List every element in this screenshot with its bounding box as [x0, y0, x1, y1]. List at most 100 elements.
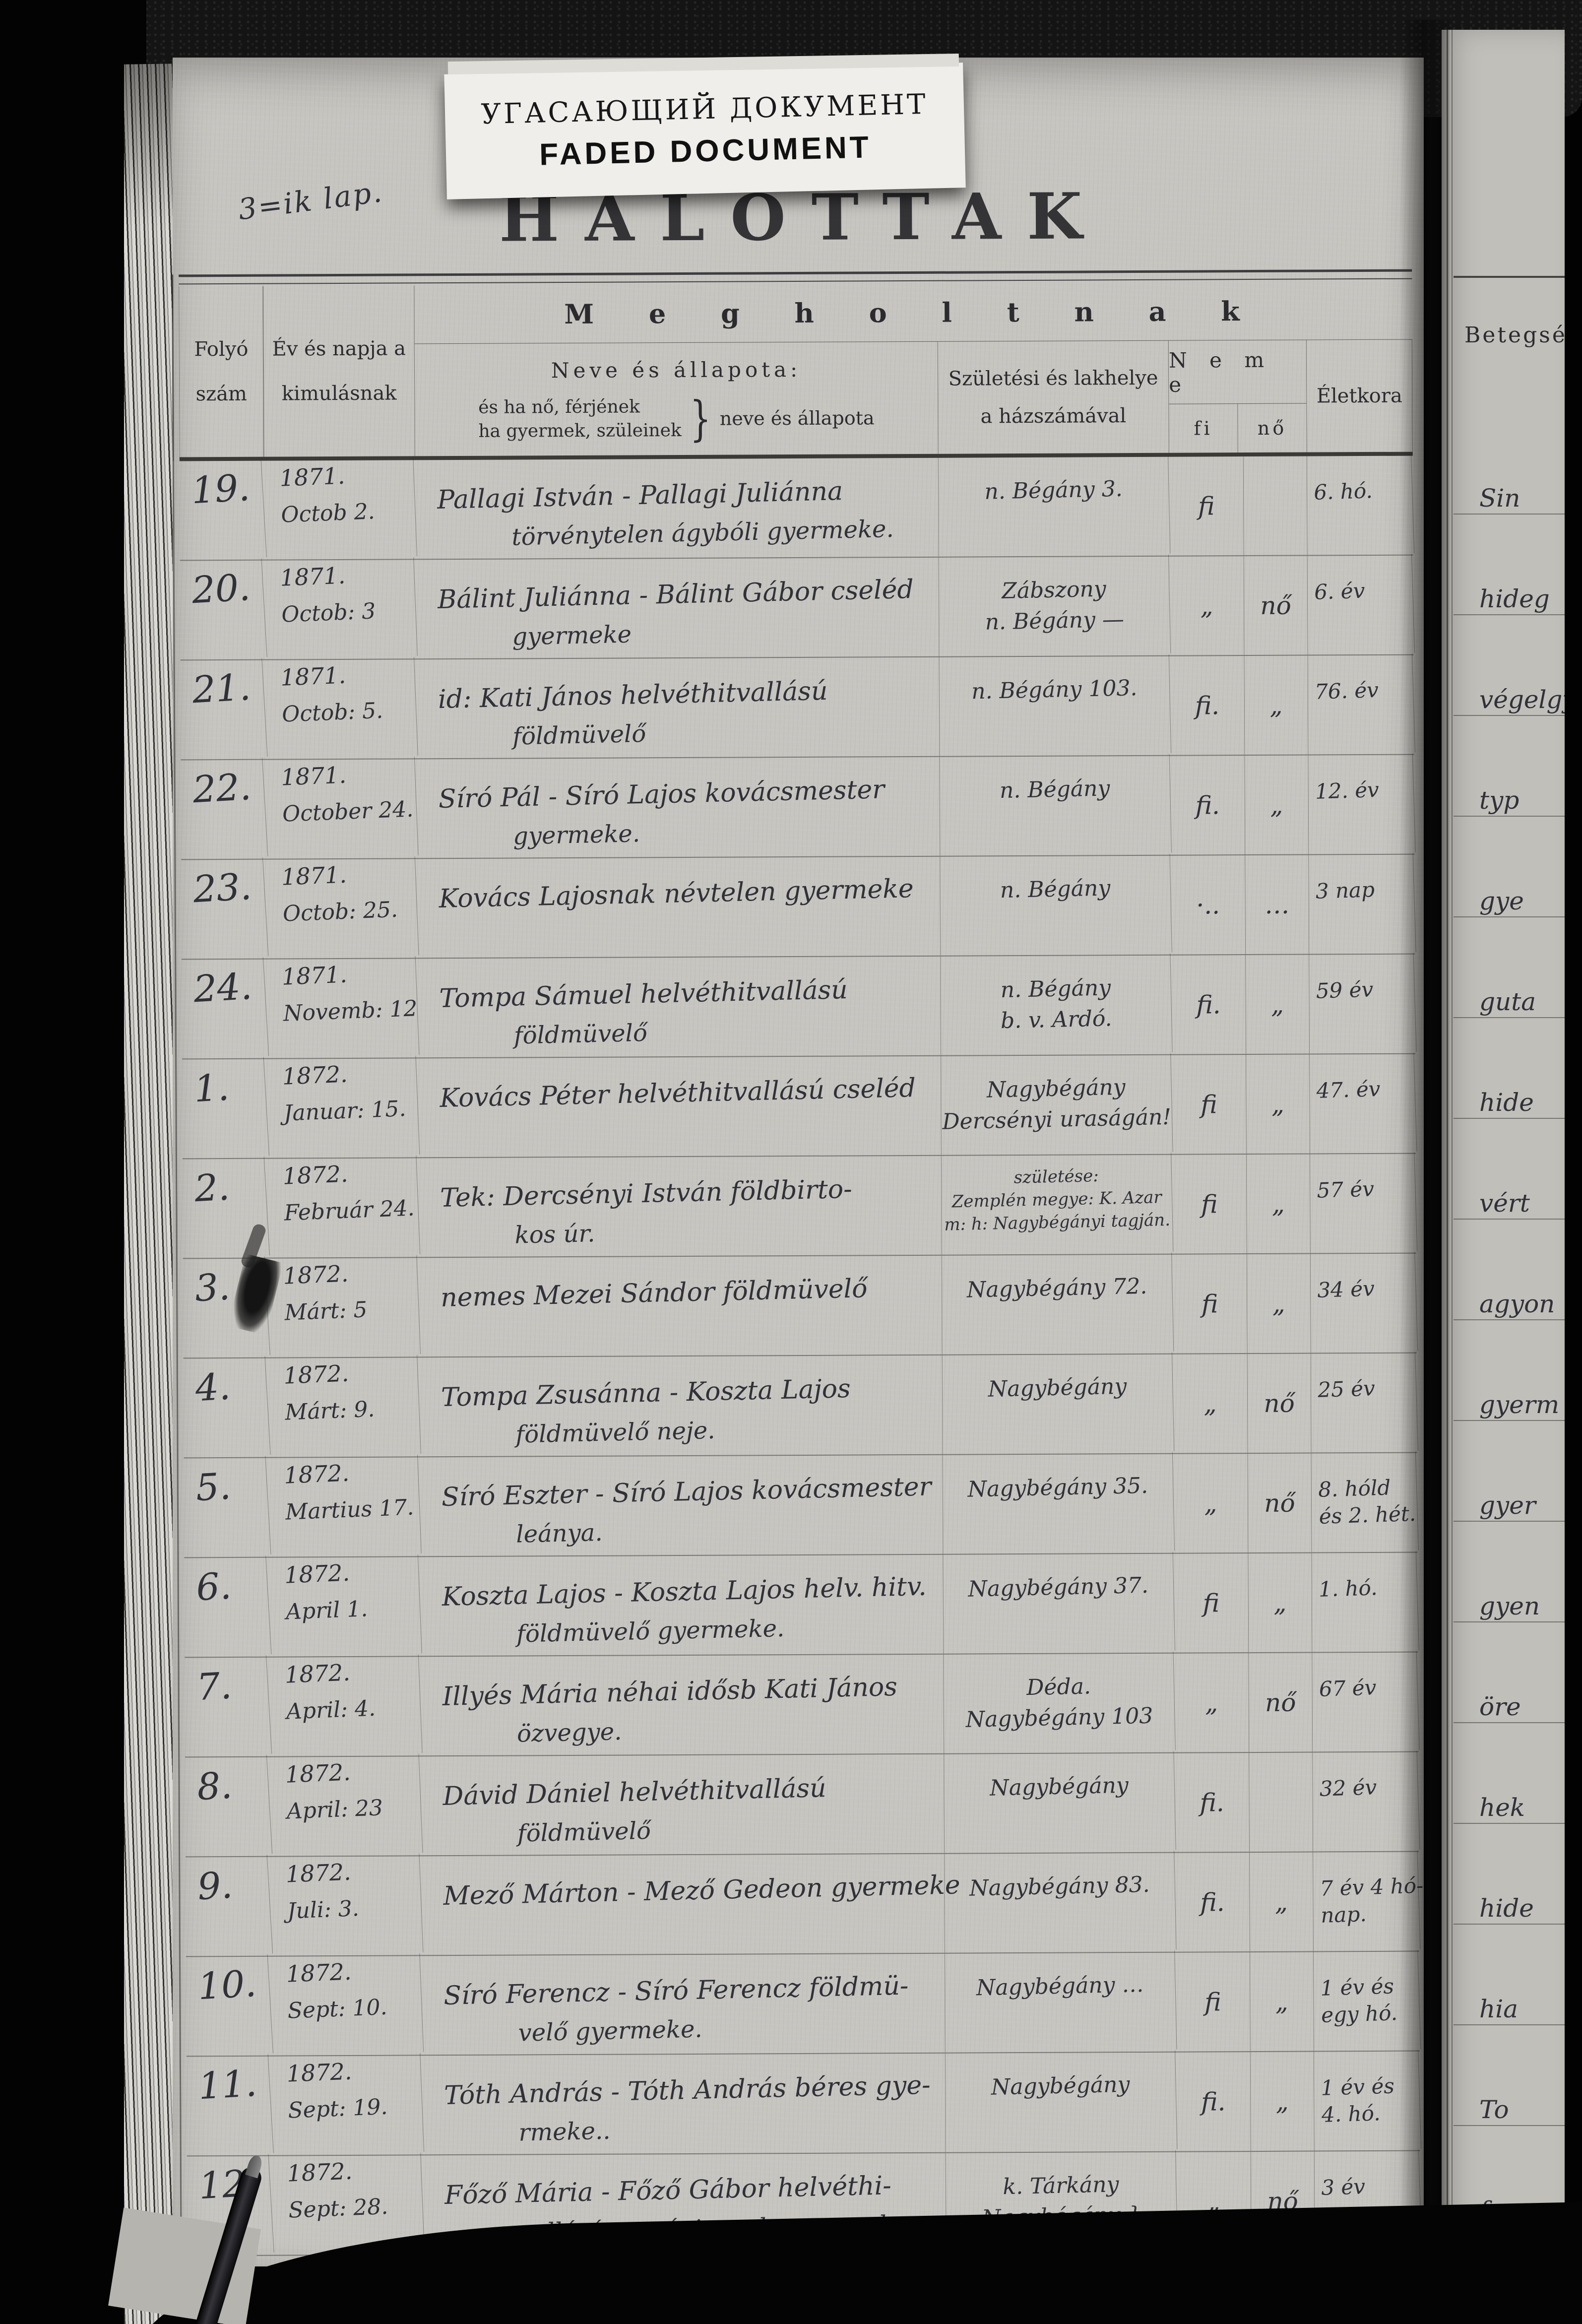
table-row: 7. 1872. April: 4. Illyés Mária néhai idősb… — [182, 1651, 1420, 1759]
death-day: April 1. — [285, 1596, 369, 1625]
disease-fragment: To — [1454, 2025, 1565, 2126]
name-cell: Síró Eszter - Síró Lajos kovácsmester leá… — [419, 1455, 944, 1556]
table-row: 19. 1871. Octob 2. Pallagi István - Pallagi… — [177, 454, 1415, 562]
place-line: m: h: Nagybégányi tagján. — [944, 1210, 1171, 1235]
row-number: 6. — [182, 1555, 272, 1659]
row-number: 23. — [179, 857, 269, 961]
sex-fi-mark: fi — [1174, 1553, 1249, 1653]
name-cell: Tóth András - Tóth András béres gye-rmek… — [422, 2053, 946, 2155]
death-day: Januar: 15. — [283, 1096, 407, 1126]
sex-no-mark: nő — [1247, 1354, 1312, 1453]
sex-fi-mark: fi. — [1176, 2052, 1251, 2151]
death-date-cell: 1871. Octob: 25. — [263, 856, 419, 961]
age-cell: 76. év — [1307, 653, 1415, 756]
sex-fi-mark: „ — [1169, 556, 1245, 655]
disease-fragment: vért — [1454, 1119, 1565, 1220]
name-line: Tek: Dercsényi István földbirto- — [440, 1174, 853, 1213]
death-year: 1872. — [282, 1260, 349, 1290]
disease-fragment: hide — [1454, 1018, 1565, 1119]
place-line: n. Bégány — [999, 775, 1110, 804]
death-day: Novemb: 12 — [282, 996, 418, 1027]
death-year: 1872. — [286, 2058, 353, 2087]
death-date-cell: 1872. Januar: 15. — [264, 1056, 420, 1161]
sex-no-mark: „ — [1246, 955, 1310, 1054]
table-row: 24. 1871. Novemb: 12 Tompa Sámuel helvéthit… — [179, 953, 1417, 1061]
death-date-cell: 1872. April 1. — [267, 1554, 422, 1659]
facing-page-rule — [1454, 276, 1565, 278]
death-day: April: 23 — [286, 1795, 383, 1824]
sex-fi-mark: fi. — [1171, 955, 1247, 1054]
disease-fragment: gye — [1454, 817, 1565, 917]
row-number: 19. — [177, 458, 267, 562]
place-line: Nagybégány 72. — [966, 1273, 1147, 1303]
column-header-sex-fi: fi — [1169, 404, 1238, 453]
disease-fragments: Sinhidegvégelgytypgyegutahidevértagyongy… — [1454, 401, 1565, 2227]
death-date-cell: 1872. Márt: 5 — [265, 1255, 421, 1360]
register-page-content: 3=ik lap. HALOTTAK Folyó szám Év és napj… — [168, 55, 1428, 2269]
birthplace-cell: n. Bégány — [939, 754, 1172, 858]
row-number: 21. — [178, 658, 268, 762]
birthplace-cell: Nagybégány 37. — [942, 1551, 1176, 1656]
name-line: Illyés Mária néhai idősb Kati János — [442, 1672, 898, 1712]
place-line: Nagybégány 83. — [969, 1872, 1150, 1901]
name-cell: Koszta Lajos - Koszta Lajos helv. hitv. f… — [420, 1554, 944, 1656]
disease-fragment: végelgy — [1454, 615, 1565, 716]
death-year: 1872. — [283, 1459, 350, 1489]
death-date-cell: 1872. April: 4. — [267, 1654, 423, 1759]
record-rows: 19. 1871. Octob 2. Pallagi István - Pallagi… — [177, 454, 1424, 2258]
death-year: 1872. — [284, 1559, 350, 1589]
name-line: Koszta Lajos - Koszta Lajos helv. hitv. — [442, 1571, 927, 1612]
death-date-cell: 1871. October 24. — [263, 757, 419, 861]
place-line: Nagybégány … — [976, 1972, 1144, 2001]
sex-fi-mark: fi. — [1170, 756, 1246, 855]
name-line: Főző Mária - Főző Gábor helvéthi- — [444, 2171, 892, 2210]
name-line: földmüvelő — [513, 1019, 648, 1050]
name-line: Síró Ferencz - Síró Ferencz földmü- — [443, 1971, 909, 2011]
death-day: Sept: 28. — [288, 2194, 389, 2223]
death-date-cell: 1872. April: 23 — [267, 1754, 423, 1859]
name-line: Síró Pál - Síró Lajos kovácsmester — [438, 775, 885, 814]
birthplace-cell: n. Bégány 3. — [938, 454, 1171, 559]
death-day: Martius 17. — [285, 1494, 415, 1525]
label-english-text: FADED DOCUMENT — [539, 130, 872, 172]
disease-fragment: hia — [1454, 1925, 1565, 2025]
disease-fragment: Sin — [1454, 414, 1565, 515]
sex-fi-mark: fi — [1172, 1155, 1247, 1254]
sex-no-mark: „ — [1246, 1054, 1310, 1154]
sex-no-mark: „ — [1247, 1254, 1311, 1354]
name-cell: Dávid Dániel helvéthitvallású földmüvelő — [421, 1754, 945, 1856]
sex-no-mark: „ — [1250, 2052, 1315, 2151]
row-number: 8. — [183, 1755, 273, 1859]
table-row: 9. 1872. Juli: 3. Mező Márton - Mező Gedeon… — [183, 1850, 1424, 1958]
table-row: 11. 1872. Sept: 19. Tóth András - Tóth Andr… — [184, 2050, 1422, 2158]
name-line: Mező Márton - Mező Gedeon gyermeke — [443, 1870, 961, 1911]
death-date-cell: 1871. Novemb: 12 — [264, 956, 420, 1061]
name-line: Tompa Sámuel helvéthitvallású — [439, 975, 848, 1014]
sex-fi-mark: fi — [1169, 456, 1244, 556]
death-year: 1872. — [284, 1659, 351, 1688]
birthplace-cell: n. Bégány — [939, 853, 1172, 958]
name-line: földmüvelő — [517, 1816, 651, 1848]
birthplace-cell: Nagybégány — [943, 1751, 1176, 1855]
column-header-age: Életkora — [1306, 339, 1413, 452]
sex-fi-mark: fi — [1172, 1055, 1247, 1154]
sex-no-mark: „ — [1245, 755, 1309, 855]
table-row: 10. 1872. Sept: 10. Síró Ferencz - Síró Fer… — [183, 1950, 1421, 2058]
birthplace-cell: Déda. Nagybégány 103 — [943, 1651, 1176, 1755]
place-line: n. Bégány — [1000, 875, 1111, 904]
death-year: 1871. — [281, 961, 348, 990]
name-line: gyermeke. — [512, 820, 640, 850]
sex-fi-mark: fi. — [1175, 1753, 1250, 1852]
sex-no-mark: „ — [1250, 1852, 1314, 1952]
death-date-cell: 1872. Juli: 3. — [268, 1854, 424, 1958]
death-date-cell: 1872. Sept: 10. — [268, 1953, 424, 2058]
name-cell: Kovács Péter helvéthitvallású cseléd — [418, 1056, 942, 1158]
death-year: 1871. — [280, 761, 347, 791]
sex-no-mark — [1243, 456, 1308, 556]
name-cell: Kovács Lajosnak névtelen gyermeke — [417, 856, 941, 958]
birthplace-cell: Nagybégány 72. — [941, 1252, 1174, 1356]
name-line: Kovács Péter helvéthitvallású cseléd — [439, 1073, 916, 1113]
death-year: 1871. — [281, 861, 347, 891]
sex-fi-mark: „ — [1174, 1653, 1250, 1752]
